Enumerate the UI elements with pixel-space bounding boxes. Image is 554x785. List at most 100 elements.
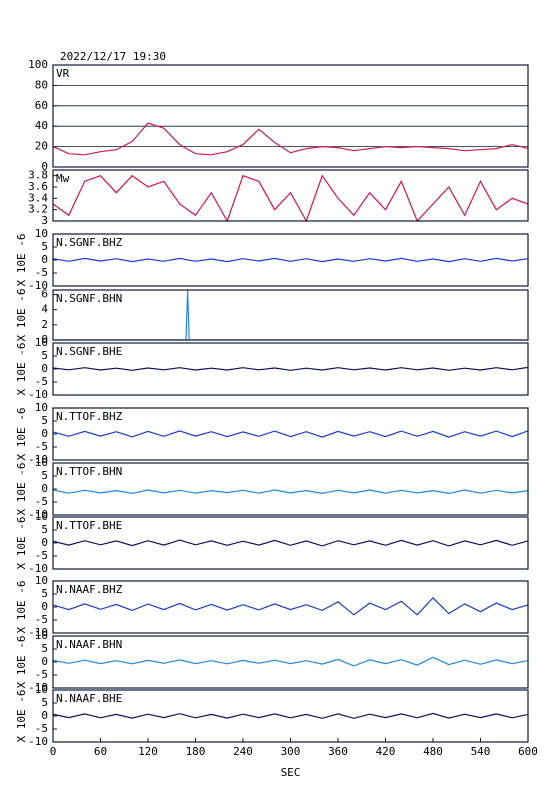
y-axis-label: X 10E -6 xyxy=(15,690,28,743)
y-axis-label: X 10E -6 xyxy=(15,234,28,287)
line xyxy=(53,257,528,263)
line xyxy=(53,289,528,341)
y-tick-label: -10 xyxy=(28,279,48,292)
x-tick-label: 120 xyxy=(138,745,158,758)
panel-frame xyxy=(52,516,529,570)
y-tick-label: 0 xyxy=(41,253,48,266)
x-tick-label: 360 xyxy=(328,745,348,758)
y-tick-label: -10 xyxy=(28,453,48,466)
y-tick-label: -5 xyxy=(35,440,48,453)
y-tick-label: 60 xyxy=(35,99,48,112)
y-tick-label: -10 xyxy=(28,562,48,575)
y-tick-label: 2 xyxy=(41,318,48,331)
panel-frame xyxy=(52,407,529,461)
panel-frame xyxy=(52,462,529,516)
line xyxy=(53,712,528,719)
y-tick-label: 10 xyxy=(35,456,48,469)
y-tick-label: 3 xyxy=(41,214,48,227)
y-tick-label: 10 xyxy=(35,683,48,696)
x-tick-label: 540 xyxy=(471,745,491,758)
y-axis-label: X 10E -6 xyxy=(15,517,28,570)
y-tick-label: 10 xyxy=(35,574,48,587)
y-tick-label: 5 xyxy=(41,240,48,253)
panel-label: N.NAAF.BHZ xyxy=(56,583,123,596)
y-tick-label: 6 xyxy=(41,288,48,301)
y-tick-label: 3.4 xyxy=(28,191,48,204)
y-tick-label: -10 xyxy=(28,626,48,639)
x-tick-label: 480 xyxy=(423,745,443,758)
y-tick-label: 0 xyxy=(41,482,48,495)
y-axis-label: X 10E -6 xyxy=(15,463,28,516)
panel-label: N.TTOF.BHE xyxy=(56,519,122,532)
x-tick-label: 240 xyxy=(233,745,253,758)
panel-label: N.TTOF.BHZ xyxy=(56,410,123,423)
panel-frame xyxy=(52,580,529,634)
x-tick-label: 600 xyxy=(518,745,538,758)
y-tick-label: 10 xyxy=(35,336,48,349)
y-tick-label: -5 xyxy=(35,375,48,388)
chart-title: 2022/12/17 19:30 xyxy=(60,50,166,63)
y-tick-label: -5 xyxy=(35,495,48,508)
line xyxy=(53,539,528,547)
y-tick-label: 0 xyxy=(41,655,48,668)
y-tick-label: -5 xyxy=(35,549,48,562)
x-tick-label: 180 xyxy=(186,745,206,758)
line xyxy=(53,489,528,495)
panel-frame xyxy=(52,635,529,689)
panel-label: N.TTOF.BHN xyxy=(56,465,122,478)
y-tick-label: 10 xyxy=(35,510,48,523)
panel-frame xyxy=(52,169,529,222)
panel-label: N.SGNF.BHZ xyxy=(56,236,123,249)
x-tick-label: 420 xyxy=(376,745,396,758)
y-tick-label: 0 xyxy=(41,427,48,440)
line xyxy=(53,597,528,616)
line xyxy=(53,122,528,156)
line xyxy=(53,430,528,438)
y-tick-label: 5 xyxy=(41,469,48,482)
line xyxy=(53,656,528,667)
y-tick-label: 10 xyxy=(35,629,48,642)
y-axis-label: X 10E -6 xyxy=(15,343,28,396)
y-tick-label: 10 xyxy=(35,227,48,240)
y-axis-label: X 10E -6 xyxy=(15,408,28,461)
y-tick-label: -10 xyxy=(28,735,48,748)
y-tick-label: 0 xyxy=(41,362,48,375)
line xyxy=(53,366,528,371)
y-tick-label: 5 xyxy=(41,587,48,600)
y-tick-label: -10 xyxy=(28,508,48,521)
panel-frame xyxy=(52,64,529,168)
y-tick-label: 5 xyxy=(41,349,48,362)
y-tick-label: 5 xyxy=(41,696,48,709)
x-tick-label: 0 xyxy=(50,745,57,758)
panel-label: N.NAAF.BHE xyxy=(56,692,122,705)
y-tick-label: -5 xyxy=(35,613,48,626)
y-axis-label: X 10E -6 xyxy=(15,581,28,634)
x-tick-label: 60 xyxy=(94,745,107,758)
y-tick-label: 10 xyxy=(35,401,48,414)
y-tick-label: 4 xyxy=(41,303,48,316)
panel-label: N.SGNF.BHE xyxy=(56,345,122,358)
y-axis-label: X 10E -6 xyxy=(15,289,28,342)
y-tick-label: 5 xyxy=(41,414,48,427)
y-tick-label: 5 xyxy=(41,642,48,655)
panel-label: N.SGNF.BHN xyxy=(56,292,122,305)
y-tick-label: 80 xyxy=(35,78,48,91)
panel-label: Mw xyxy=(56,172,70,185)
y-tick-label: 100 xyxy=(28,58,48,71)
y-tick-label: 0 xyxy=(41,600,48,613)
y-tick-label: -5 xyxy=(35,266,48,279)
y-tick-label: -10 xyxy=(28,388,48,401)
y-tick-label: 3.6 xyxy=(28,180,48,193)
y-tick-label: 3.2 xyxy=(28,203,48,216)
x-tick-label: 300 xyxy=(281,745,301,758)
y-tick-label: -5 xyxy=(35,722,48,735)
y-tick-label: -10 xyxy=(28,681,48,694)
y-tick-label: 40 xyxy=(35,119,48,132)
y-tick-label: 0 xyxy=(41,536,48,549)
panel-frame xyxy=(52,289,529,341)
x-axis-label: SEC xyxy=(281,766,301,779)
line xyxy=(53,174,528,222)
panel-label: N.NAAF.BHN xyxy=(56,638,122,651)
y-tick-label: 5 xyxy=(41,523,48,536)
